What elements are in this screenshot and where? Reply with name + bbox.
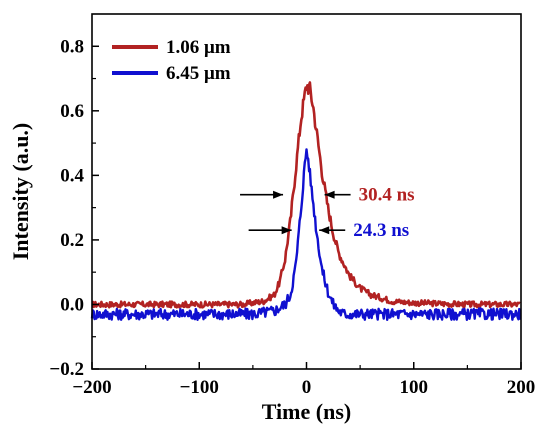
tick-layer: −200 −100 0 100 200 −0.2 0.0 0.2 0.4 0.6 0.8 (49, 36, 535, 398)
series-layer (90, 81, 522, 321)
x-tick-label: −200 (72, 377, 111, 398)
x-tick-label: 0 (302, 377, 312, 398)
fwhm-arrowhead-left (273, 190, 284, 199)
fwhm-arrowhead-right (319, 226, 330, 235)
fwhm-label: 30.4 ns (359, 185, 415, 206)
series-line-0 (91, 81, 521, 309)
legend-label: 6.45 μm (166, 63, 231, 84)
legend-label: 1.06 μm (166, 37, 231, 58)
y-tick-label: 0.8 (60, 36, 84, 57)
y-tick-label: 0.4 (60, 165, 84, 186)
x-tick-label: −100 (180, 377, 219, 398)
y-tick-label: 0.0 (60, 294, 84, 315)
legend: 1.06 μm 6.45 μm (112, 37, 231, 84)
y-tick-label: 0.2 (60, 230, 84, 251)
x-tick-label: 100 (400, 377, 429, 398)
y-tick-label: 0.6 (60, 101, 84, 122)
x-tick-label: 200 (507, 377, 536, 398)
fwhm-arrowhead-right (324, 190, 335, 199)
y-axis-title: Intensity (a.u.) (8, 123, 33, 261)
annotation-layer: 30.4 ns 24.3 ns (240, 185, 415, 241)
x-axis-title: Time (ns) (262, 399, 351, 424)
y-tick-label: −0.2 (49, 359, 84, 380)
fwhm-label: 24.3 ns (353, 220, 409, 241)
fwhm-arrowhead-left (281, 226, 292, 235)
series-line-1 (90, 148, 522, 321)
